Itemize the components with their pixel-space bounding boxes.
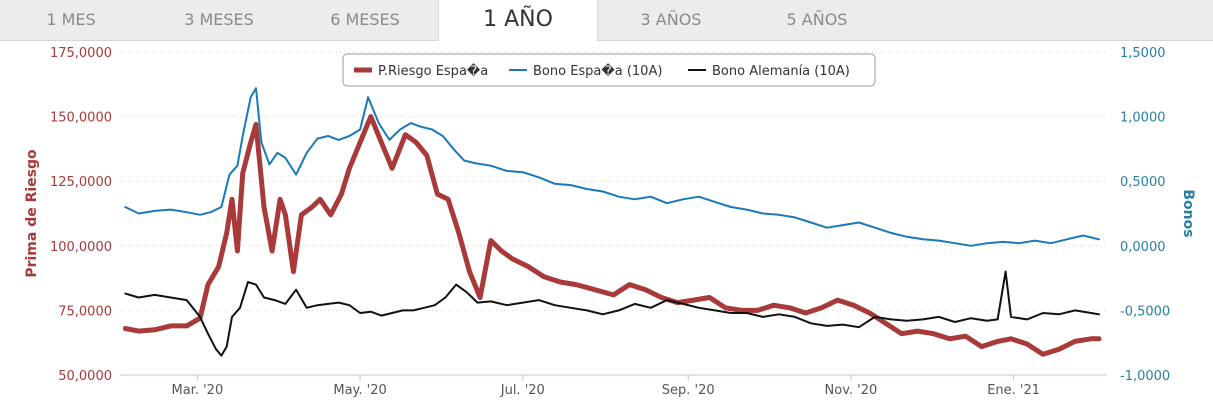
x-tick-label: May. '20: [333, 383, 386, 398]
series-line-prima-riesgo: [122, 114, 1102, 357]
left-tick-label: 75,0000: [58, 304, 112, 319]
tab-1-mes[interactable]: 1 MES: [46, 10, 96, 29]
right-axis-ticks: -1,0000 -0,5000 0,0000 0,5000 1,0000 1,5000: [1120, 46, 1170, 384]
right-tick-label: 1,0000: [1120, 111, 1166, 126]
legend: P.Riesgo Espa�a Bono Espa�a (10A) Bono Ale…: [342, 53, 876, 87]
legend-item-bono-alemania[interactable]: Bono Alemanía (10A): [712, 64, 850, 79]
x-tick-label: Mar. '20: [172, 383, 224, 398]
tab-1-ano[interactable]: 1 AÑO: [438, 0, 598, 41]
x-axis-ticks: Mar. '20 May. '20 Jul. '20 Sep. '20 Nov. '20…: [172, 375, 1040, 398]
x-tick-label: Jul. '20: [500, 383, 545, 398]
left-tick-label: 150,0000: [50, 111, 112, 126]
right-axis-label: Bonos: [1180, 189, 1196, 237]
left-tick-label: 100,0000: [50, 240, 112, 255]
right-tick-label: 0,5000: [1120, 175, 1166, 190]
right-tick-label: -0,5000: [1120, 304, 1170, 319]
series-line-bono-espana: [124, 87, 1100, 247]
left-axis-ticks: 50,0000 75,0000 100,0000 125,0000 150,0000 17…: [50, 46, 112, 384]
legend-item-prima-riesgo[interactable]: P.Riesgo Espa�a: [378, 62, 488, 79]
tab-3-anos[interactable]: 3 AÑOS: [640, 10, 702, 29]
series-lines: [122, 87, 1102, 357]
right-tick-label: 1,5000: [1120, 46, 1166, 61]
left-tick-label: 175,0000: [50, 46, 112, 61]
range-tabs: 1 MES 3 MESES 6 MESES 1 AÑO 3 AÑOS 5 AÑO…: [0, 0, 1213, 41]
legend-box: [342, 53, 876, 87]
left-tick-label: 50,0000: [58, 369, 112, 384]
grid-lines: [120, 51, 1107, 311]
x-tick-label: Nov. '20: [825, 383, 878, 398]
tab-3-meses[interactable]: 3 MESES: [184, 10, 254, 29]
tab-6-meses[interactable]: 6 MESES: [330, 10, 400, 29]
left-tick-label: 125,0000: [50, 175, 112, 190]
right-tick-label: 0,0000: [1120, 240, 1166, 255]
left-axis-label: Prima de Riesgo: [24, 149, 40, 278]
chart-canvas: 50,0000 75,0000 100,0000 125,0000 150,0000 17…: [24, 46, 1196, 398]
tab-5-anos[interactable]: 5 AÑOS: [786, 10, 848, 29]
series-line-bono-alemania: [124, 270, 1100, 357]
x-tick-label: Ene. '21: [987, 383, 1040, 398]
x-tick-label: Sep. '20: [662, 383, 715, 398]
right-tick-label: -1,0000: [1120, 369, 1170, 384]
legend-item-bono-espana[interactable]: Bono Espa�a (10A): [533, 62, 662, 79]
